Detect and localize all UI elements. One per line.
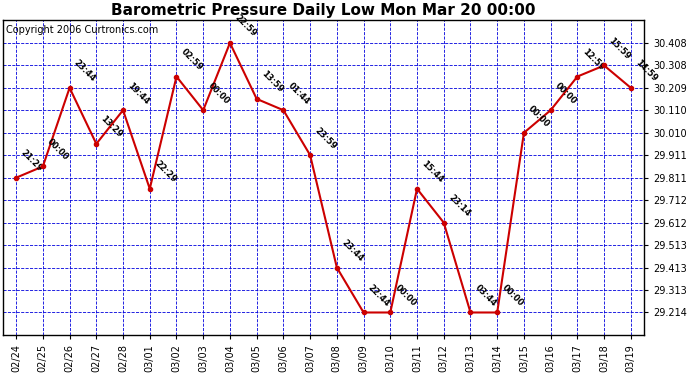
- Text: Copyright 2006 Curtronics.com: Copyright 2006 Curtronics.com: [6, 25, 158, 35]
- Text: 03:44: 03:44: [473, 283, 498, 308]
- Text: 00:00: 00:00: [500, 283, 525, 308]
- Text: 23:14: 23:14: [446, 193, 472, 219]
- Text: 14:59: 14:59: [633, 58, 659, 84]
- Text: 21:29: 21:29: [19, 148, 44, 174]
- Text: 19:44: 19:44: [126, 81, 151, 106]
- Text: 22:29: 22:29: [152, 159, 178, 184]
- Text: 22:44: 22:44: [366, 283, 392, 308]
- Text: 22:59: 22:59: [233, 13, 258, 39]
- Text: 15:44: 15:44: [420, 159, 445, 184]
- Text: 00:00: 00:00: [393, 283, 418, 308]
- Text: 00:00: 00:00: [206, 81, 231, 106]
- Text: 13:29: 13:29: [99, 114, 124, 140]
- Text: 00:00: 00:00: [526, 104, 552, 129]
- Text: 15:59: 15:59: [607, 36, 632, 62]
- Text: 01:44: 01:44: [286, 81, 311, 106]
- Text: 02:59: 02:59: [179, 47, 204, 72]
- Text: 23:44: 23:44: [339, 238, 365, 263]
- Title: Barometric Pressure Daily Low Mon Mar 20 00:00: Barometric Pressure Daily Low Mon Mar 20…: [111, 3, 535, 18]
- Text: 13:59: 13:59: [259, 69, 285, 95]
- Text: 12:59: 12:59: [580, 47, 605, 72]
- Text: 23:59: 23:59: [313, 126, 338, 151]
- Text: 23:44: 23:44: [72, 58, 98, 84]
- Text: 00:00: 00:00: [46, 137, 70, 162]
- Text: 00:00: 00:00: [553, 81, 578, 106]
